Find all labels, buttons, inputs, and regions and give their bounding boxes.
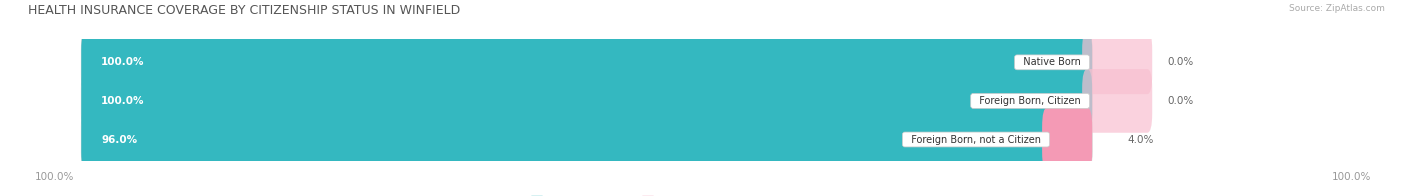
FancyBboxPatch shape	[82, 69, 1092, 133]
Text: 0.0%: 0.0%	[1167, 57, 1194, 67]
FancyBboxPatch shape	[82, 69, 1092, 133]
Text: 100.0%: 100.0%	[101, 57, 145, 67]
Text: 0.0%: 0.0%	[1167, 96, 1194, 106]
Text: 96.0%: 96.0%	[101, 134, 138, 144]
Text: 100.0%: 100.0%	[1331, 172, 1371, 182]
FancyBboxPatch shape	[82, 108, 1052, 171]
Text: 4.0%: 4.0%	[1128, 134, 1153, 144]
FancyBboxPatch shape	[82, 31, 1092, 94]
Text: Foreign Born, not a Citizen: Foreign Born, not a Citizen	[905, 134, 1047, 144]
FancyBboxPatch shape	[1042, 108, 1092, 171]
Text: Foreign Born, Citizen: Foreign Born, Citizen	[973, 96, 1087, 106]
Text: Source: ZipAtlas.com: Source: ZipAtlas.com	[1289, 4, 1385, 13]
Text: Native Born: Native Born	[1017, 57, 1087, 67]
FancyBboxPatch shape	[1083, 69, 1152, 133]
Text: HEALTH INSURANCE COVERAGE BY CITIZENSHIP STATUS IN WINFIELD: HEALTH INSURANCE COVERAGE BY CITIZENSHIP…	[28, 4, 460, 17]
Text: 100.0%: 100.0%	[101, 96, 145, 106]
FancyBboxPatch shape	[1083, 31, 1152, 94]
FancyBboxPatch shape	[82, 108, 1092, 171]
FancyBboxPatch shape	[82, 31, 1092, 94]
Text: 100.0%: 100.0%	[35, 172, 75, 182]
